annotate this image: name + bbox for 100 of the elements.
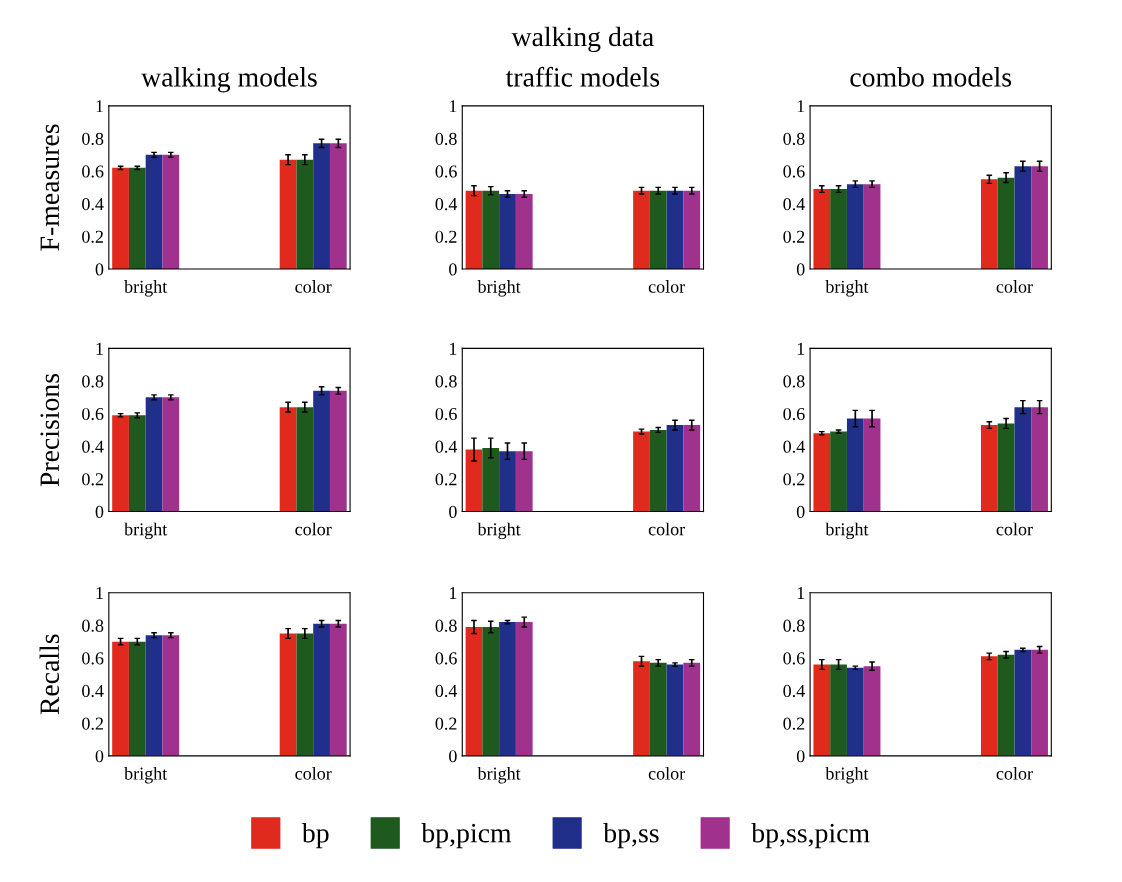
x-tick-label: color: [996, 280, 1033, 293]
y-tick-label: 0.6: [435, 165, 457, 178]
bar: [863, 418, 881, 512]
bar: [1014, 166, 1032, 270]
bar: [313, 143, 330, 270]
bar: [863, 184, 881, 270]
text: walking data: [511, 26, 654, 52]
y-tick-label: 0.4: [783, 684, 805, 698]
bar: [279, 407, 297, 512]
bar: [313, 623, 330, 756]
y-tick-label: 0.8: [783, 132, 805, 145]
chart-title: combo models: [850, 67, 1012, 87]
y-tick-label: 1: [449, 587, 457, 599]
bar: [296, 407, 314, 512]
bar: [515, 451, 533, 512]
y-tick-label: 0.8: [435, 375, 457, 388]
y-axis-title: Precisions: [40, 373, 60, 487]
y-tick-label: 1: [797, 342, 805, 355]
bar: [980, 179, 998, 270]
y-axis-title: Recalls: [39, 634, 60, 715]
y-tick-label: 1: [449, 342, 457, 355]
legend-label: bp,ss,picm: [751, 822, 870, 849]
y-tick-label: 0.8: [82, 619, 104, 632]
bar: [128, 415, 146, 512]
bar: [296, 159, 314, 270]
bar: [112, 167, 129, 270]
y-tick-label: 0.2: [435, 473, 457, 486]
y-tick-label: 0.2: [82, 473, 103, 486]
y-tick-label: 0.8: [435, 132, 457, 145]
bar: [863, 666, 881, 756]
bar: [1031, 407, 1048, 512]
y-tick-label: 0.4: [783, 198, 805, 211]
chart-title: traffic models: [505, 66, 660, 87]
bar: [128, 641, 146, 756]
bar: [128, 167, 146, 270]
bar: [633, 431, 650, 512]
bar: [465, 626, 483, 756]
y-tick-label: 0.2: [435, 230, 457, 243]
bar: [1031, 649, 1048, 756]
x-tick-label: bright: [825, 766, 869, 784]
y-tick-label: 0.4: [82, 198, 104, 211]
x-tick-label: bright: [477, 280, 521, 297]
x-tick-label: color: [648, 280, 686, 293]
bar: [997, 423, 1015, 512]
x-tick-label: color: [648, 766, 686, 780]
x-tick-label: color: [295, 280, 332, 293]
x-tick-label: color: [996, 766, 1033, 780]
bar: [649, 662, 667, 756]
bar: [145, 154, 163, 270]
y-tick-label: 0.6: [783, 652, 805, 665]
bar: [482, 626, 500, 756]
x-tick-label: bright: [124, 766, 168, 784]
legend-label: bp,ss: [603, 822, 659, 849]
bar: [813, 189, 831, 270]
y-tick-label: 0.6: [82, 652, 104, 665]
bar: [683, 425, 701, 512]
y-tick-label: 0.2: [783, 717, 805, 730]
y-tick-label: 0.6: [435, 407, 457, 421]
y-tick-label: 0.6: [435, 652, 457, 665]
y-tick-label: 0.8: [783, 375, 805, 388]
bar: [329, 390, 347, 512]
y-tick-label: 0.8: [82, 375, 104, 388]
bar: [162, 397, 180, 512]
y-tick-label: 0: [796, 263, 805, 276]
x-tick-label: bright: [477, 522, 521, 540]
x-tick-label: color: [295, 766, 332, 780]
y-tick-label: 0.2: [82, 230, 103, 243]
x-tick-label: bright: [825, 522, 869, 540]
bar: [279, 633, 297, 756]
bar: [162, 154, 180, 270]
x-tick-label: bright: [825, 280, 869, 297]
bar: [499, 451, 516, 512]
bar: [1014, 649, 1032, 756]
bar: [649, 429, 667, 512]
bar: [145, 397, 163, 512]
y-tick-label: 0: [95, 505, 104, 518]
y-tick-label: 1: [797, 587, 805, 599]
y-tick-label: 1: [797, 100, 805, 113]
y-tick-label: 0.4: [783, 440, 805, 453]
y-tick-label: 0.4: [435, 440, 458, 453]
bar: [980, 656, 998, 756]
y-tick-label: 0.8: [435, 619, 457, 632]
bar: [846, 667, 864, 756]
bar: [465, 449, 483, 512]
legend-label: bp,picm: [421, 822, 512, 849]
bar: [515, 622, 533, 756]
bar: [145, 635, 163, 756]
y-tick-label: 0.2: [435, 717, 457, 730]
x-tick-label: bright: [124, 280, 168, 297]
y-tick-label: 0: [796, 505, 805, 518]
y-tick-label: 1: [96, 342, 103, 355]
bar: [997, 654, 1015, 756]
bar: [296, 633, 314, 756]
bar: [329, 623, 347, 756]
chart-title: walking models: [141, 67, 317, 93]
bar: [813, 664, 831, 756]
bar: [279, 159, 297, 270]
bar: [162, 635, 180, 756]
y-tick-label: 0.2: [783, 230, 805, 243]
bar: [980, 425, 998, 512]
